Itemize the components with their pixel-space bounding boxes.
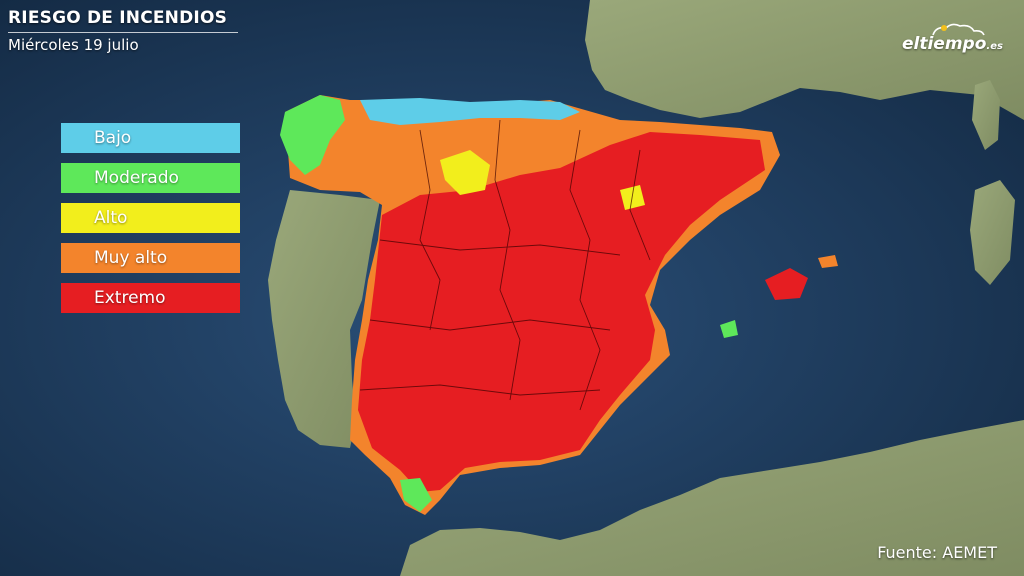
legend-item-muy-alto: Muy alto	[61, 243, 240, 273]
land-africa	[400, 420, 1024, 576]
brand-logo: eltiempo.es	[902, 22, 1003, 54]
legend-item-bajo: Bajo	[61, 123, 240, 153]
cloud-icon	[932, 23, 985, 36]
balearic-menorca	[818, 255, 838, 268]
logo-domain: .es	[986, 41, 1003, 52]
legend-label: Muy alto	[94, 248, 168, 268]
spain-region-moderado	[280, 95, 345, 175]
balearic-mallorca	[765, 268, 808, 300]
legend-label: Alto	[94, 208, 128, 228]
spain-region-extremo	[358, 132, 765, 492]
balearic-ibiza	[720, 320, 738, 338]
page-subtitle: Miércoles 19 julio	[8, 36, 139, 54]
legend-label: Bajo	[94, 128, 132, 148]
source-credit: Fuente: AEMET	[877, 543, 997, 562]
region-borders	[359, 119, 651, 411]
legend-item-extremo: Extremo	[61, 283, 240, 313]
spain-region-bajo	[360, 98, 580, 125]
page-title: RIESGO DE INCENDIOS	[8, 8, 228, 28]
land-sardinia	[970, 180, 1015, 285]
title-divider	[8, 32, 238, 33]
logo-name: eltiempo	[902, 34, 987, 54]
spain-region-moderado-2	[400, 478, 432, 512]
land-portugal	[268, 190, 380, 448]
legend-label: Moderado	[94, 168, 179, 188]
legend-label: Extremo	[94, 288, 166, 308]
land-france	[585, 0, 1024, 120]
header: RIESGO DE INCENDIOS Miércoles 19 julio	[8, 8, 238, 54]
legend-item-alto: Alto	[61, 203, 240, 233]
spain-region-alto	[440, 150, 490, 195]
land-corsica	[972, 80, 1000, 150]
legend: Bajo Moderado Alto Muy alto Extremo	[61, 123, 240, 323]
legend-item-moderado: Moderado	[61, 163, 240, 193]
